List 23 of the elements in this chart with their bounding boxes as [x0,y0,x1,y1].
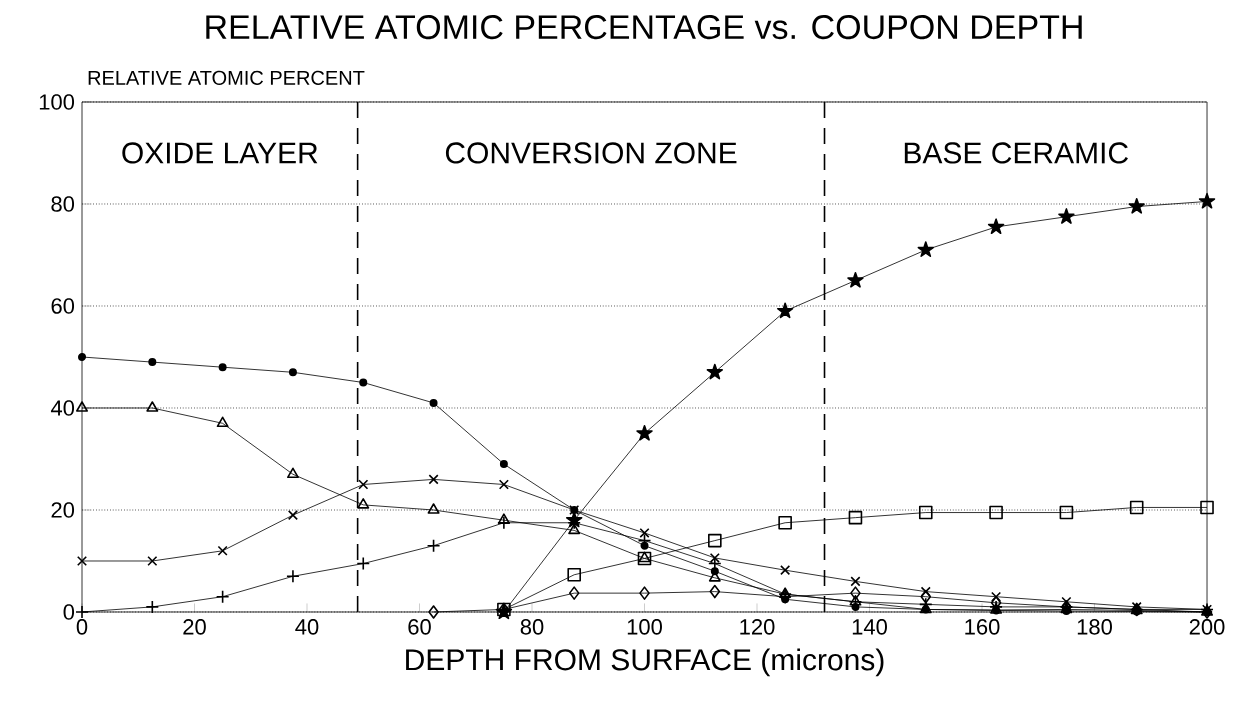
x-tick-label: 120 [740,619,775,635]
x-tick-label: 180 [1077,619,1112,635]
x-tick-label: 100 [627,619,662,635]
x-tick-label: 60 [408,619,431,635]
y-tick-label: 80 [51,196,75,212]
annotation: OXIDE LAYER [122,142,318,164]
x-tick-label: 140 [852,619,887,635]
y-tick-label: 100 [39,94,75,110]
y-tick-label: 0 [63,604,75,620]
y-tick-label: 40 [50,400,75,416]
x-tick-label: 40 [295,619,319,635]
x-axis-title: DEPTH FROM SURFACE (microns) [406,648,884,677]
x-tick-label: 80 [520,619,544,635]
annotation: BASE CERAMIC [904,142,1128,164]
y-tick-label: 20 [51,502,75,518]
y-tick-label: 60 [51,298,75,314]
x-tick-label: 20 [183,619,206,635]
x-tick-label: 200 [1189,619,1225,635]
x-tick-label: 160 [965,619,1000,635]
annotation: CONVERSION ZONE [445,142,737,164]
chart-title: RELATIVE ATOMIC PERCENTAGE vs. COUPON DEPTH [206,15,1082,40]
x-tick-label: 0 [76,619,88,635]
y-axis-title: RELATIVE ATOMIC PERCENT [88,70,365,85]
